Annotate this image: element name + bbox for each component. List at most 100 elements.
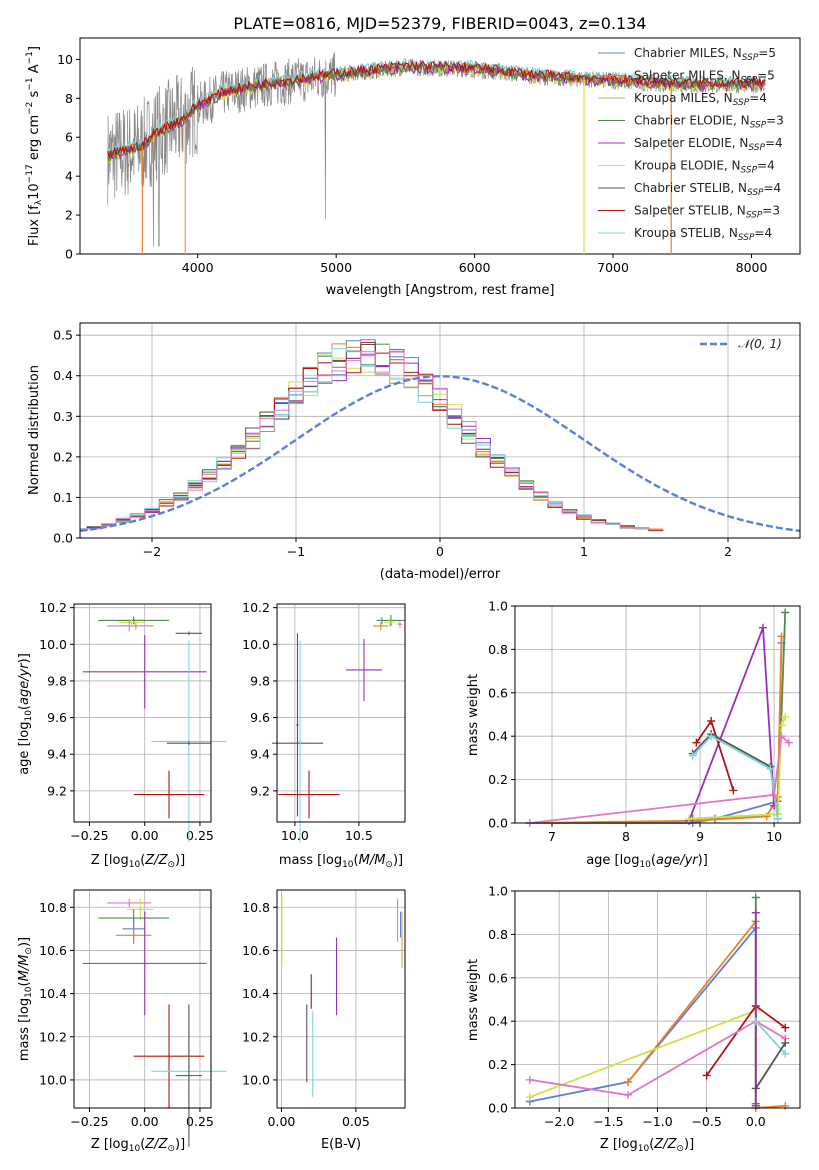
panel8-point-marker [624, 1077, 633, 1086]
legend-label: Salpeter MILES, NSSP=5 [634, 69, 775, 86]
panel8-point-marker [751, 1084, 760, 1093]
panel8-xlabel: Z [log10(Z/Z⊙)] [600, 1137, 694, 1154]
panel5-point-marker [688, 751, 697, 760]
panel8-series-line [529, 1020, 786, 1096]
panel8-series-line [755, 1042, 787, 1089]
panel8-ytick-label: 0.6 [488, 970, 508, 985]
legend-label: Chabrier ELODIE, NSSP=3 [634, 114, 784, 131]
spectrum-ytick-label: 10 [57, 52, 73, 67]
panel4-ytick-label: 10.2 [242, 600, 270, 615]
panel5-xlabel: age [log10(age/yr)] [586, 853, 708, 870]
panel3-ytick-label: 9.4 [47, 747, 67, 762]
legend-gaussian-label: 𝒩(0, 1) [738, 337, 782, 351]
histogram-xlabel: (data-model)/error [380, 567, 501, 582]
spectrum-ylabel: Flux [fλ10−17 erg cm−2 s−1 A−1] [25, 46, 44, 246]
panel4-ytick-label: 9.4 [250, 747, 270, 762]
age-vs-metallicity-panel: −0.25 0.00 0.25 9.2 9.4 9.6 9.8 10.0 10.2 [39, 600, 227, 843]
panel5-series-line [529, 734, 790, 824]
legend-label: Salpeter STELIB, NSSP=3 [634, 204, 780, 221]
histogram-xtick-label: −1 [287, 544, 305, 559]
panel3-ytick-label: 10.0 [39, 637, 67, 652]
panel7-xtick-label: 0.05 [342, 1114, 370, 1129]
panel4-ytick-label: 9.2 [250, 783, 270, 798]
panel5-ylabel: mass weight [466, 674, 481, 756]
panel3-ytick-label: 9.2 [47, 783, 67, 798]
panel5-ytick-label: 0.6 [488, 685, 508, 700]
histogram-ytick-label: 0.2 [53, 449, 73, 464]
panel4-axes-frame [276, 603, 406, 823]
panel8-point-marker [525, 1093, 534, 1102]
panel8-point-marker [624, 1090, 633, 1099]
panel7-ytick-label: 10.0 [242, 1072, 270, 1087]
panel8-point-marker [702, 1071, 711, 1080]
panel5-point-marker [707, 717, 716, 726]
panel3-xtick-label: −0.25 [70, 828, 108, 843]
panel8-axes-frame [514, 890, 801, 1109]
panel4-xlabel: mass [log10(M/M⊙)] [279, 853, 403, 870]
panel5-point-marker [684, 814, 693, 823]
mass-vs-metallicity-panel: −0.25 0.00 0.25 10.0 10.2 10.4 10.6 10.8 [39, 889, 227, 1147]
spectrum-ytick-label: 0 [65, 247, 73, 262]
figure-title: PLATE=0816, MJD=52379, FIBERID=0043, z=0… [233, 14, 646, 33]
panel6-xtick-label: 0.00 [131, 1114, 159, 1129]
panel8-point-marker [781, 1038, 790, 1047]
spectrum-ytick-label: 6 [65, 130, 73, 145]
panel8-xtick-label: −1.0 [642, 1114, 672, 1129]
panel5-point-marker [762, 812, 771, 821]
spectrum-panel: 4000 5000 6000 7000 8000 0 2 4 6 8 10 Chabrier MIL… [25, 37, 801, 298]
panel8-point-marker [751, 893, 760, 902]
spectrum-xlabel: wavelength [Angstrom, rest frame] [326, 283, 555, 298]
panel7-xlabel: E(B-V) [321, 1137, 361, 1152]
panel5-xtick-label: 7 [548, 829, 556, 844]
panel7-ytick-label: 10.4 [242, 986, 270, 1001]
panel8-series-line [529, 925, 757, 1106]
panel8-ytick-label: 0.2 [488, 1057, 508, 1072]
panel5-xtick-label: 9 [696, 829, 704, 844]
panel3-axes-frame [73, 603, 212, 823]
spectrum-legend: Chabrier MILES, NSSP=5 Salpeter MILES, NS… [598, 46, 784, 243]
panel8-point-marker [781, 1023, 790, 1032]
panel8-series-line [529, 1009, 757, 1104]
panel5-point-marker [777, 721, 786, 730]
panel3-ytick-label: 9.6 [47, 710, 67, 725]
spectrum-axes-frame [79, 37, 801, 255]
panel5-xtick-label: 10 [766, 829, 782, 844]
panel6-axes-frame [73, 889, 212, 1109]
panel6-xlabel: Z [log10(Z/Z⊙)] [91, 1137, 185, 1154]
panel8-ytick-label: 0.8 [488, 927, 508, 942]
panel8-point-marker [781, 1049, 790, 1058]
histogram-grid: −2 −1 0 1 2 0.0 0.1 0.2 0.3 0.4 0.5 [53, 323, 800, 559]
spectrum-ytick-label: 2 [65, 208, 73, 223]
panel8-point-marker [751, 908, 760, 917]
panel8-xtick-label: 0.0 [746, 1114, 766, 1129]
histogram-ytick-label: 0.4 [53, 368, 73, 383]
panel5-ytick-label: 0.4 [488, 729, 508, 744]
gaussian-dashed-line [79, 374, 801, 533]
legend-label: Chabrier MILES, NSSP=5 [634, 46, 776, 63]
panel6-xtick-label: 0.25 [186, 1114, 214, 1129]
histogram-ytick-label: 0.5 [53, 328, 73, 343]
panel5-series-line [688, 716, 787, 820]
panel6-ytick-label: 10.8 [39, 900, 67, 915]
panel5-xtick-label: 8 [622, 829, 630, 844]
legend-label: Kroupa ELODIE, NSSP=4 [634, 159, 775, 176]
panel4-ytick-label: 10.0 [242, 637, 270, 652]
spectrum-lines [107, 52, 766, 254]
mass-weight-vs-age-panel: 7 8 9 10 0.0 0.2 0.4 0.6 0.8 1.0 [488, 599, 801, 844]
panel8-point-marker [525, 1075, 534, 1084]
panel5-ytick-label: 0.0 [488, 816, 508, 831]
histogram-axes-frame [79, 322, 801, 539]
panel4-ytick-label: 9.6 [250, 710, 270, 725]
panel5-point-marker [707, 732, 716, 741]
histogram-steps [79, 339, 801, 533]
panel5-point-marker [766, 764, 775, 773]
histogram-ytick-label: 0.0 [53, 531, 73, 546]
panel7-ytick-label: 10.8 [242, 900, 270, 915]
panel5-series-line [688, 627, 775, 822]
legend-label: Chabrier STELIB, NSSP=4 [634, 181, 781, 198]
panel7-ytick-label: 10.2 [242, 1029, 270, 1044]
histogram-step-line [80, 351, 664, 531]
panel8-series-line [755, 1020, 786, 1055]
panel4-ytick-label: 9.8 [250, 673, 270, 688]
